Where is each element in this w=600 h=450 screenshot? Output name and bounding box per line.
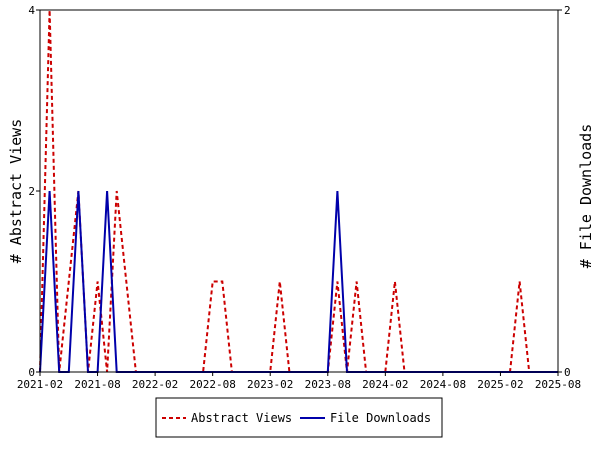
y-left-tick-label: 2 <box>28 185 35 198</box>
x-tick-label: 2023-02 <box>247 378 293 391</box>
legend-label-file-downloads: File Downloads <box>330 411 431 425</box>
y-left-tick-label: 4 <box>28 4 35 17</box>
legend: Abstract Views File Downloads <box>155 397 443 438</box>
axes: 2021-02 2021-08 2022-02 2022-08 2023-02 2023-… <box>17 4 581 391</box>
x-tick-label: 2023-08 <box>305 378 351 391</box>
x-tick-label: 2024-08 <box>420 378 466 391</box>
series-line-file-downloads <box>39 190 558 373</box>
x-tick-label: 2022-02 <box>132 378 178 391</box>
x-tick-label: 2024-02 <box>362 378 408 391</box>
y-left-axis-title: # Abstract Views <box>7 119 25 264</box>
x-tick-label: 2025-02 <box>477 378 523 391</box>
y-right-tick-label: 0 <box>564 366 571 379</box>
legend-label-abstract-views: Abstract Views <box>191 411 292 425</box>
x-tick-label: 2025-08 <box>535 378 581 391</box>
series-line-abstract-views <box>39 9 558 373</box>
y-left-tick-label: 0 <box>28 366 35 379</box>
x-tick-label: 2021-08 <box>74 378 120 391</box>
x-tick-label: 2021-02 <box>17 378 63 391</box>
x-tick-label: 2022-08 <box>189 378 235 391</box>
y-right-tick-label: 2 <box>564 4 571 17</box>
legend-box <box>155 397 443 438</box>
plot-lines <box>39 9 558 373</box>
y-right-axis-title: # File Downloads <box>577 124 595 269</box>
